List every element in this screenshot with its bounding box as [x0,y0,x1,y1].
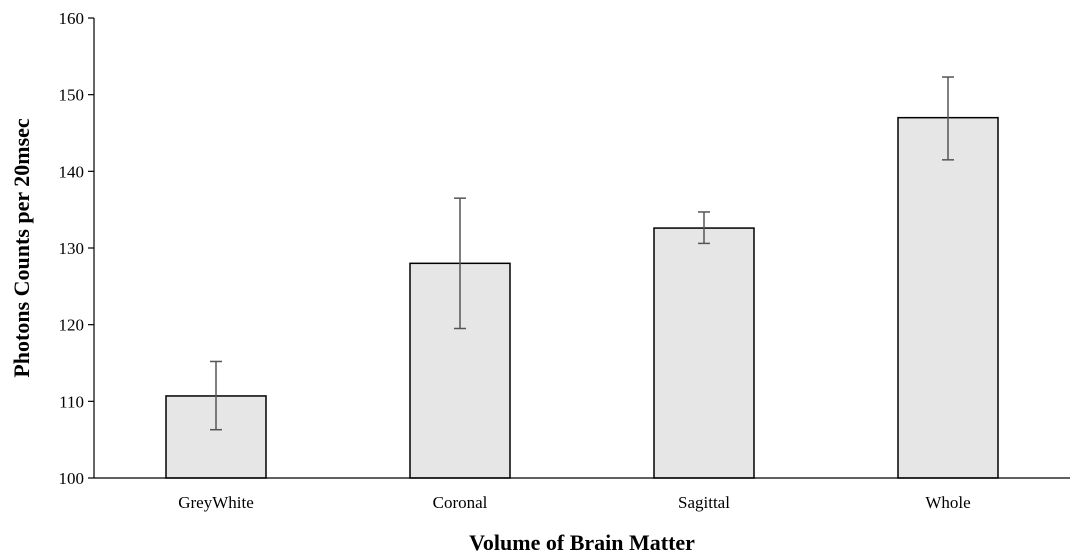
y-tick-label: 100 [59,469,85,488]
bars-group [165,116,999,479]
bar-sagittal [653,227,755,479]
y-tick-label: 140 [59,162,85,181]
y-tick-label: 130 [59,239,85,258]
bar-whole [897,116,999,479]
category-label-whole: Whole [925,493,970,512]
y-tick-label: 110 [59,392,84,411]
y-tick-label: 160 [59,9,85,28]
y-axis-ticks: 100 110 120 130 140 150 160 [59,9,94,488]
y-axis-title: Photons Counts per 20msec [9,118,34,378]
category-label-greywhite: GreyWhite [178,493,254,512]
y-tick-label: 120 [59,316,85,335]
y-tick-label: 150 [59,86,85,105]
category-label-sagittal: Sagittal [678,493,730,512]
category-labels: GreyWhite Coronal Sagittal Whole [178,493,970,512]
category-label-coronal: Coronal [433,493,488,512]
x-axis-title: Volume of Brain Matter [469,530,695,555]
error-bars-group [210,76,954,431]
